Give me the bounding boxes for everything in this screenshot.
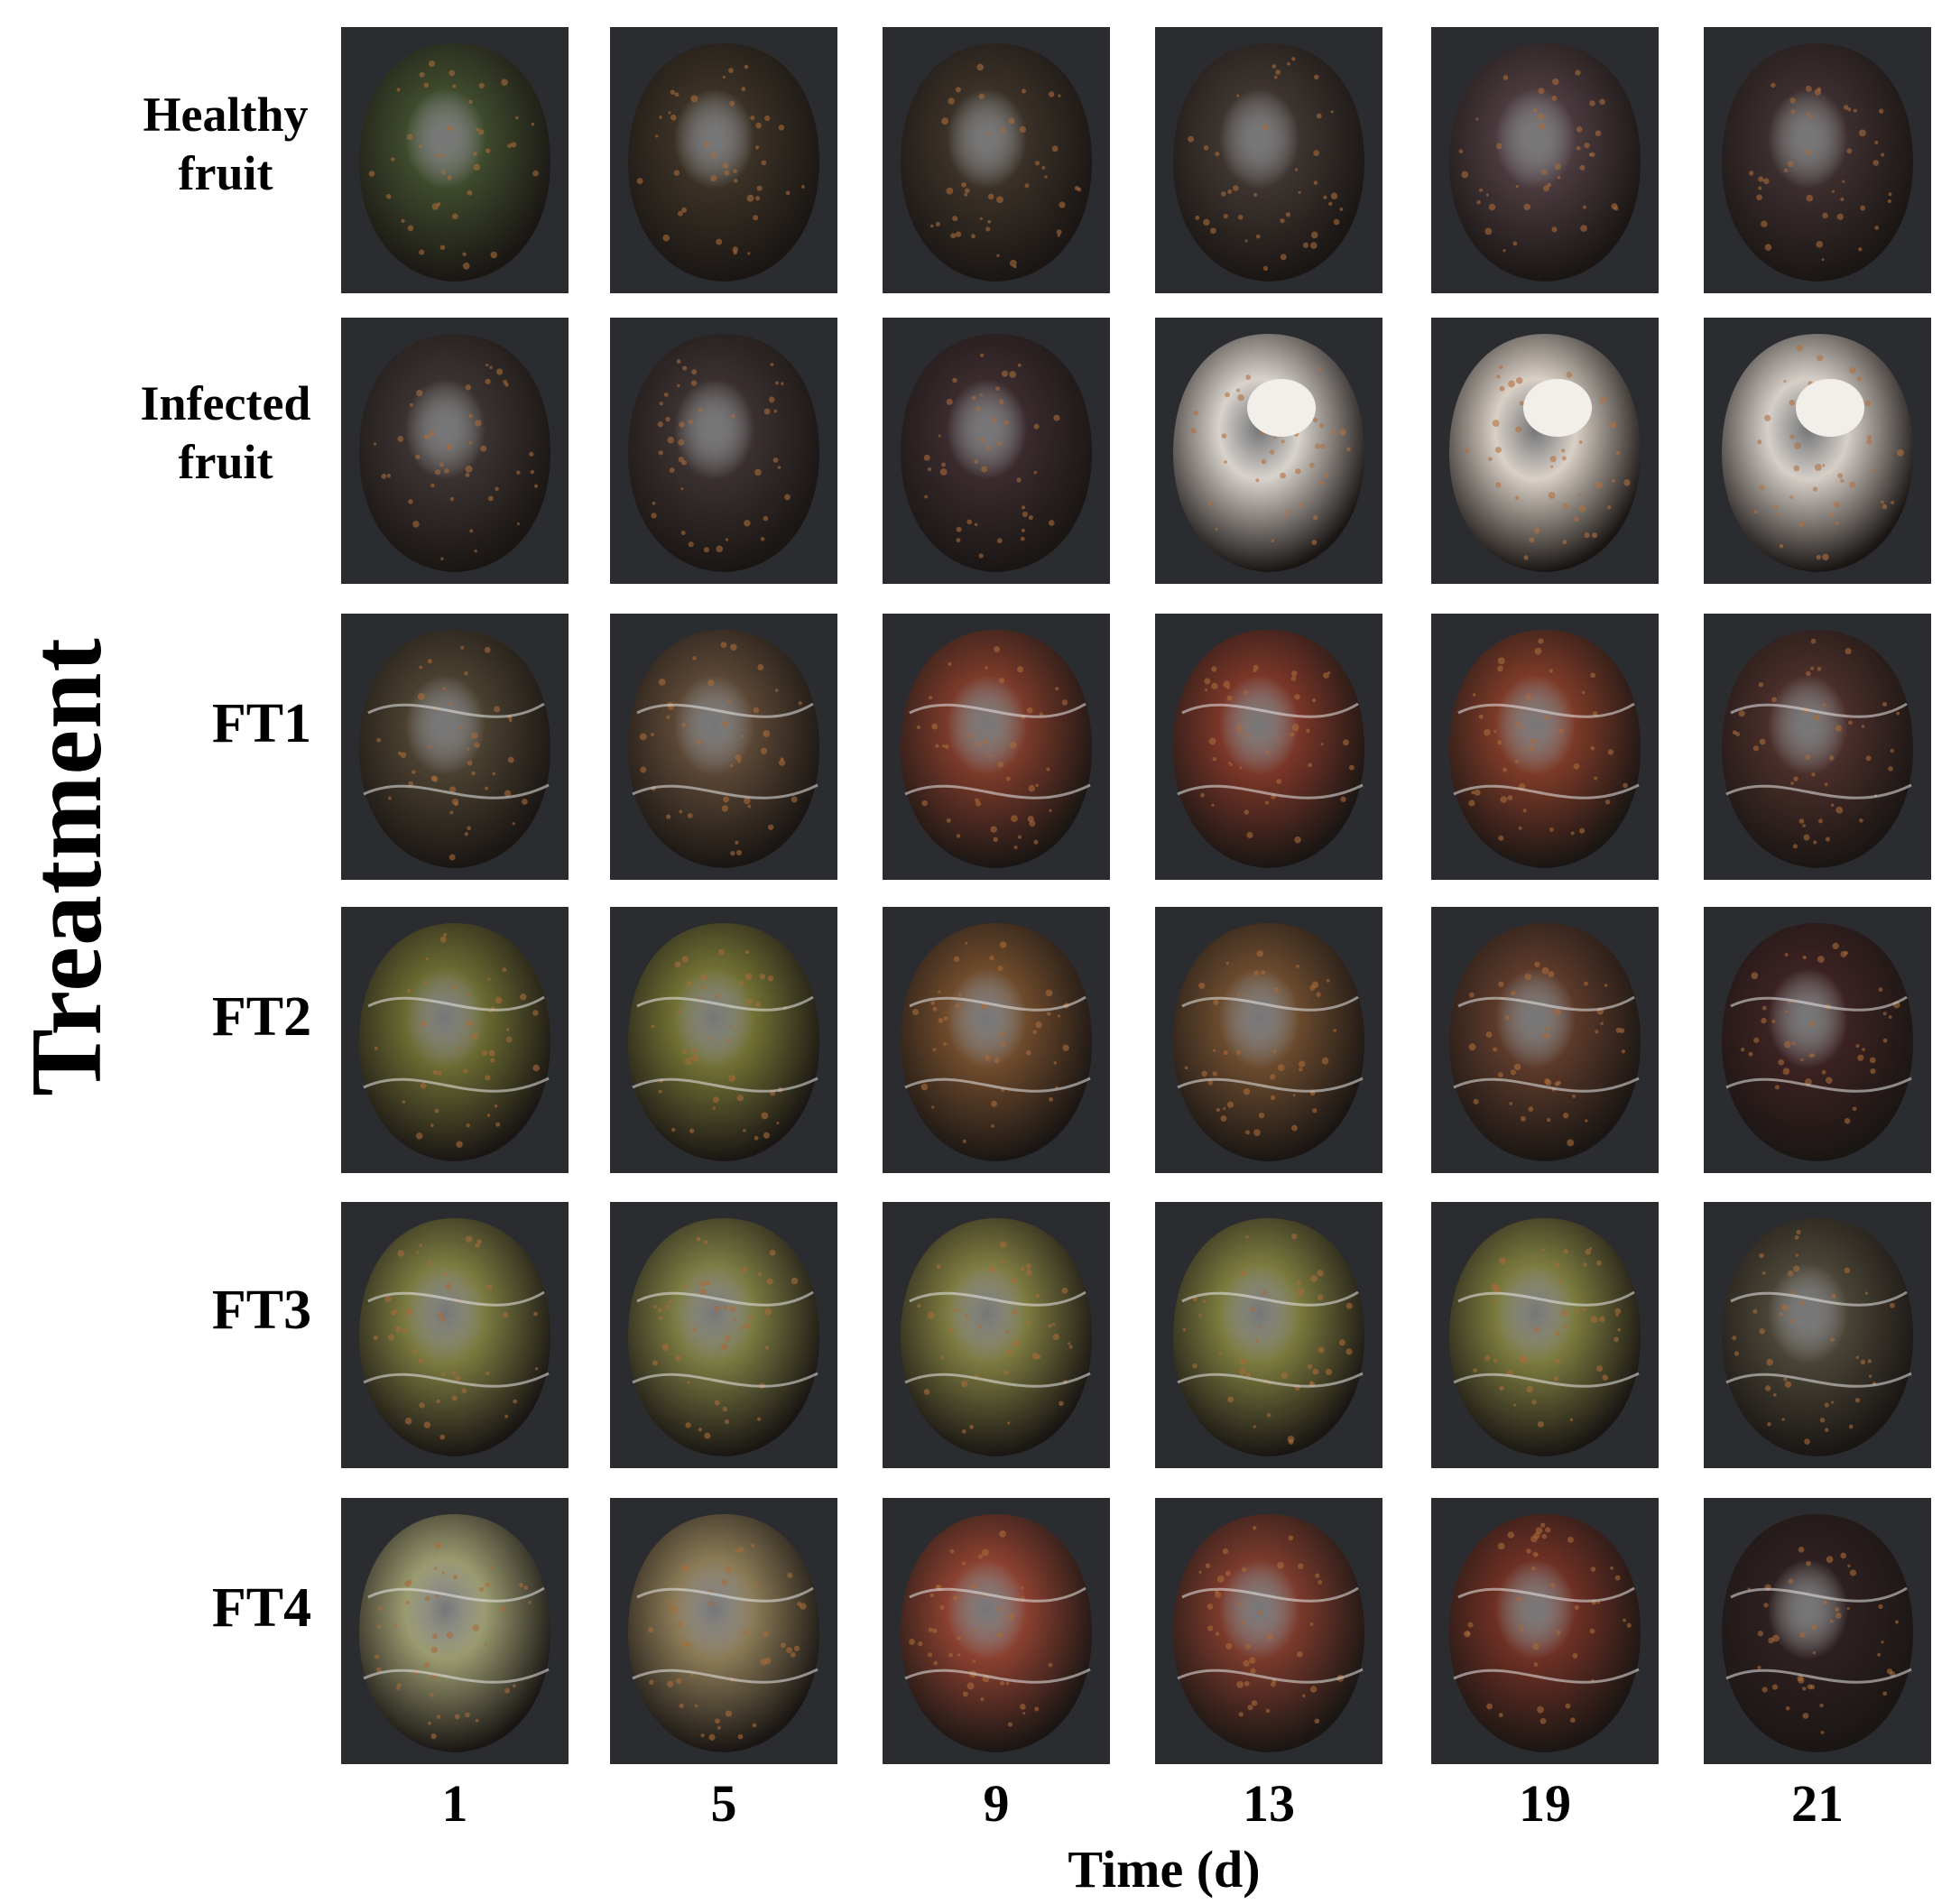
avocado-fruit-shape [1722, 1514, 1913, 1752]
avocado-fruit-shape [1449, 923, 1641, 1161]
avocado-fruit-shape [901, 1218, 1092, 1456]
row-label-healthy: Healthy fruit [117, 86, 334, 203]
avocado-fruit-shape [628, 923, 819, 1161]
row-label-ft1: FT1 [153, 690, 370, 757]
fruit-photo-ft3-day-1 [341, 1202, 569, 1468]
fruit-photo-ft1-day-19 [1431, 614, 1659, 880]
avocado-fruit-shape [628, 43, 819, 282]
avocado-fruit-shape [1449, 630, 1641, 868]
row-label-line1: Infected [140, 376, 311, 430]
avocado-fruit-shape [1449, 1218, 1641, 1456]
avocado-fruit-shape [901, 923, 1092, 1161]
avocado-fruit-shape [359, 1514, 550, 1752]
fruit-photo-ft4-day-19 [1431, 1498, 1659, 1764]
x-axis-title: Time (d) [1068, 1840, 1261, 1899]
fruit-photo-infected-day-9 [883, 318, 1110, 584]
row-label-infected: Infected fruit [117, 374, 334, 492]
avocado-fruit-shape [1173, 1218, 1364, 1456]
fruit-photo-ft1-day-9 [883, 614, 1110, 880]
fruit-photo-healthy-day-1 [341, 27, 569, 293]
avocado-fruit-shape [1173, 334, 1364, 572]
avocado-fruit-shape [1173, 43, 1364, 282]
column-label-day: 1 [441, 1774, 468, 1833]
avocado-fruit-shape [1722, 630, 1913, 868]
avocado-fruit-shape [1722, 1218, 1913, 1456]
fruit-photo-ft2-day-19 [1431, 907, 1659, 1173]
avocado-fruit-shape [1173, 923, 1364, 1161]
fruit-photo-infected-day-21 [1704, 318, 1931, 584]
column-label-day: 13 [1243, 1774, 1295, 1833]
avocado-fruit-shape [1722, 43, 1913, 282]
row-label-line2: fruit [178, 145, 273, 200]
avocado-fruit-shape [628, 1514, 819, 1752]
avocado-fruit-shape [628, 630, 819, 868]
avocado-fruit-shape [628, 334, 819, 572]
fruit-photo-ft2-day-9 [883, 907, 1110, 1173]
avocado-fruit-shape [901, 43, 1092, 282]
fruit-photo-ft3-day-13 [1155, 1202, 1382, 1468]
avocado-fruit-shape [1449, 43, 1641, 282]
avocado-fruit-shape [359, 334, 550, 572]
avocado-fruit-shape [1173, 630, 1364, 868]
row-label-line1: FT1 [211, 693, 312, 754]
fruit-photo-ft2-day-1 [341, 907, 569, 1173]
avocado-fruit-shape [901, 334, 1092, 572]
avocado-fruit-shape [901, 630, 1092, 868]
fruit-photo-ft4-day-5 [610, 1498, 837, 1764]
fruit-photo-ft3-day-19 [1431, 1202, 1659, 1468]
fruit-photo-infected-day-5 [610, 318, 837, 584]
row-label-line1: Healthy [143, 88, 309, 142]
fruit-photo-ft3-day-21 [1704, 1202, 1931, 1468]
fruit-photo-ft1-day-5 [610, 614, 837, 880]
fruit-photo-healthy-day-9 [883, 27, 1110, 293]
avocado-fruit-shape [359, 630, 550, 868]
fruit-photo-ft1-day-21 [1704, 614, 1931, 880]
fruit-photo-ft4-day-9 [883, 1498, 1110, 1764]
fruit-photo-healthy-day-21 [1704, 27, 1931, 293]
avocado-fruit-shape [1173, 1514, 1364, 1752]
avocado-fruit-shape [1449, 334, 1641, 572]
fruit-photo-healthy-day-19 [1431, 27, 1659, 293]
fruit-photo-infected-day-19 [1431, 318, 1659, 584]
y-axis-title-wrapper: Treatment [4, 505, 130, 1227]
fruit-photo-healthy-day-5 [610, 27, 837, 293]
row-label-line1: FT2 [211, 986, 312, 1048]
fruit-photo-ft3-day-5 [610, 1202, 837, 1468]
column-label-day: 19 [1519, 1774, 1571, 1833]
row-label-ft4: FT4 [153, 1575, 370, 1641]
column-label-day: 21 [1791, 1774, 1844, 1833]
avocado-fruit-shape [1449, 1514, 1641, 1752]
avocado-fruit-shape [359, 43, 550, 282]
fruit-photo-ft2-day-5 [610, 907, 837, 1173]
fruit-photo-ft4-day-13 [1155, 1498, 1382, 1764]
avocado-fruit-shape [359, 1218, 550, 1456]
row-label-ft2: FT2 [153, 984, 370, 1050]
avocado-fruit-shape [359, 923, 550, 1161]
row-label-line1: FT3 [211, 1280, 312, 1341]
fruit-photo-ft4-day-21 [1704, 1498, 1931, 1764]
y-axis-title: Treatment [10, 636, 123, 1096]
avocado-fruit-shape [1722, 923, 1913, 1161]
fruit-photo-ft1-day-13 [1155, 614, 1382, 880]
fruit-photo-healthy-day-13 [1155, 27, 1382, 293]
fruit-photo-ft1-day-1 [341, 614, 569, 880]
row-label-line1: FT4 [211, 1577, 312, 1639]
avocado-fruit-shape [628, 1218, 819, 1456]
column-label-day: 9 [983, 1774, 1010, 1833]
fruit-photo-infected-day-1 [341, 318, 569, 584]
row-label-ft3: FT3 [153, 1277, 370, 1344]
avocado-fruit-shape [1722, 334, 1913, 572]
fruit-photo-ft2-day-13 [1155, 907, 1382, 1173]
column-label-day: 5 [710, 1774, 737, 1833]
avocado-fruit-shape [901, 1514, 1092, 1752]
row-label-line2: fruit [178, 434, 273, 489]
fruit-photo-infected-day-13 [1155, 318, 1382, 584]
fruit-photo-ft4-day-1 [341, 1498, 569, 1764]
fruit-photo-ft2-day-21 [1704, 907, 1931, 1173]
fruit-photo-ft3-day-9 [883, 1202, 1110, 1468]
